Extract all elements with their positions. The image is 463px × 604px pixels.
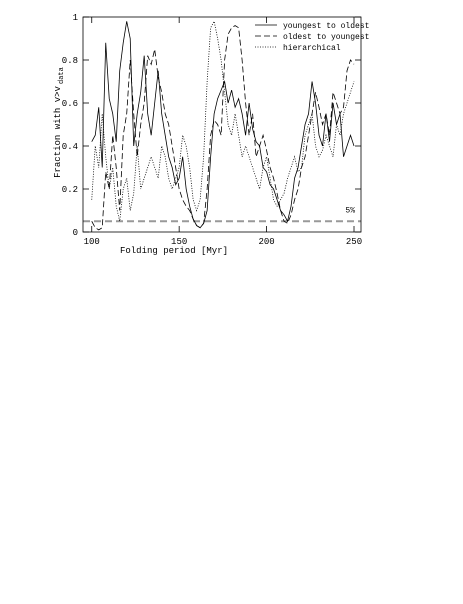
legend-label: oldest to youngest — [283, 33, 369, 42]
y-axis-label: Fraction with v>v — [53, 86, 63, 178]
y-tick-label: 0.2 — [62, 185, 78, 195]
threshold-label: 5% — [345, 206, 355, 215]
legend-label: hierarchical — [283, 44, 341, 53]
y-tick-label: 0.8 — [62, 56, 78, 66]
y-axis-label-group: Fraction with v>v data — [53, 67, 66, 178]
y-tick-label: 0.6 — [62, 99, 78, 109]
x-tick-label: 150 — [171, 237, 187, 247]
legend-label: youngest to oldest — [283, 22, 369, 31]
y-tick-label: 0 — [73, 228, 78, 238]
x-axis-label: Folding period [Myr] — [120, 246, 228, 256]
x-tick-label: 100 — [84, 237, 100, 247]
y-tick-label: 1 — [73, 13, 78, 23]
series-line — [91, 25, 355, 231]
y-tick-label: 0.4 — [62, 142, 78, 152]
y-axis-label-subscript: data — [58, 67, 66, 84]
x-tick-label: 200 — [258, 237, 274, 247]
plot-frame — [82, 16, 362, 233]
x-tick-label: 250 — [346, 237, 362, 247]
series-line — [91, 21, 355, 229]
